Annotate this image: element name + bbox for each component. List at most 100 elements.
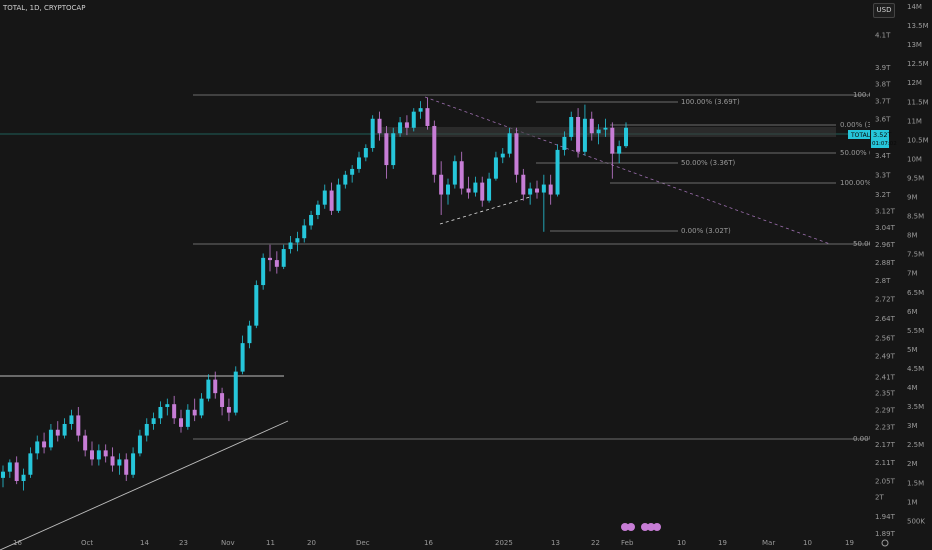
candle — [473, 176, 478, 197]
time-tick-label: 16 — [13, 539, 22, 547]
fib-label: 100.00% (3 — [840, 179, 881, 187]
candle — [21, 468, 26, 491]
candle — [96, 444, 101, 466]
candle — [62, 418, 67, 439]
candle — [363, 144, 368, 162]
time-tick-label: 20 — [307, 539, 316, 547]
candle — [220, 387, 225, 416]
candle — [137, 429, 142, 457]
time-tick-label: 23 — [179, 539, 188, 547]
time-tick-label: Dec — [356, 539, 370, 547]
candle — [418, 101, 423, 119]
time-tick-label: 22 — [591, 539, 600, 547]
candles — [1, 97, 628, 491]
price-tick-label: 2.56T — [875, 335, 896, 343]
volume-tick-label: 11.5M — [907, 98, 929, 106]
time-tick-label: 11 — [266, 539, 275, 547]
price-tick-label: 2.17T — [875, 441, 896, 449]
time-tick-label: Mar — [762, 539, 775, 547]
candle — [336, 178, 341, 213]
candle — [350, 165, 355, 183]
candle — [452, 155, 457, 189]
candle — [295, 231, 300, 252]
candle — [446, 178, 450, 205]
time-tick-label: Nov — [221, 539, 235, 547]
fib-label: 0.00% (3.5 — [840, 121, 878, 129]
candle — [42, 432, 47, 454]
candle — [535, 180, 539, 199]
currency-button[interactable]: USD — [873, 3, 895, 18]
price-tick-label: 3.6T — [875, 115, 891, 123]
event-markers[interactable] — [621, 523, 661, 531]
candle — [233, 366, 238, 416]
fib-label: 0.00% — [853, 435, 876, 443]
price-tick-label: 2.35T — [875, 390, 896, 398]
time-tick-label: 19 — [718, 539, 727, 547]
volume-tick-label: 7M — [907, 270, 918, 278]
candle — [35, 435, 40, 460]
candle — [247, 320, 252, 349]
fib-label: 50.00% (3.36T) — [681, 159, 736, 167]
volume-axis[interactable]: 14M 13.5M 13M 12.5M 12M 11.5M 11M 10.5M 10M 9.5M 9… — [907, 3, 929, 525]
time-tick-label: 2025 — [495, 539, 513, 547]
candle — [172, 395, 177, 424]
candle — [377, 111, 382, 141]
candle — [83, 429, 88, 457]
price-tick-label: 3.04T — [875, 224, 896, 232]
candle — [582, 104, 587, 156]
time-tick-label: Feb — [621, 539, 634, 547]
price-tick-label: 2.23T — [875, 423, 896, 431]
price-axis[interactable]: 4.1T 3.9T 3.8T 3.7T 3.6T 3.4T 3.3T 3.2T 3.12T 3.0… — [875, 32, 896, 538]
candle — [432, 120, 437, 183]
candle — [117, 453, 122, 475]
volume-tick-label: 5.5M — [907, 327, 924, 335]
candle — [192, 398, 197, 422]
candle — [131, 447, 136, 478]
gear-icon[interactable] — [881, 539, 889, 547]
candle — [315, 200, 320, 220]
fib-label: 50.00% (3. — [840, 149, 878, 157]
time-axis[interactable]: 16 Oct 14 23 Nov 11 20 Dec 16 2025 13 22 Feb 10 19 Mar 1… — [13, 539, 854, 547]
price-tick-label: 2.8T — [875, 277, 891, 285]
candle — [165, 398, 170, 416]
time-tick-label: 14 — [140, 539, 149, 547]
candle — [179, 409, 183, 433]
candle — [90, 441, 94, 466]
candle — [562, 131, 567, 156]
price-tick-label: 2T — [875, 493, 884, 501]
candle — [487, 172, 492, 203]
time-tick-label: Oct — [81, 539, 93, 547]
drawings — [0, 94, 870, 550]
candle — [28, 447, 33, 478]
candle — [541, 174, 546, 232]
candle — [329, 182, 334, 215]
volume-tick-label: 12M — [907, 79, 922, 87]
volume-tick-label: 13M — [907, 41, 922, 49]
candle — [507, 127, 512, 158]
candle — [199, 393, 204, 419]
volume-tick-label: 7.5M — [907, 251, 924, 259]
time-tick-label: 16 — [424, 539, 433, 547]
last-price-tag — [848, 130, 870, 139]
volume-tick-label: 9M — [907, 194, 918, 202]
candle — [514, 127, 519, 183]
fib-label: 100.00% — [853, 91, 884, 99]
volume-tick-label: 6.5M — [907, 289, 924, 297]
candle — [274, 251, 279, 274]
candle — [596, 124, 601, 145]
price-tick-label: 1.89T — [875, 530, 896, 538]
candle — [391, 127, 396, 169]
volume-tick-label: 6M — [907, 308, 918, 316]
candle — [569, 111, 574, 141]
candle — [411, 108, 416, 132]
price-tick-label: 2.41T — [875, 373, 896, 381]
volume-tick-label: 2.5M — [907, 441, 924, 449]
candle — [624, 122, 628, 149]
volume-tick-label: 500K — [907, 517, 925, 525]
volume-tick-label: 4.5M — [907, 365, 924, 373]
candle — [206, 374, 211, 402]
volume-tick-label: 1.5M — [907, 479, 924, 487]
candle — [322, 184, 327, 209]
price-tick-label: 3.8T — [875, 81, 891, 89]
